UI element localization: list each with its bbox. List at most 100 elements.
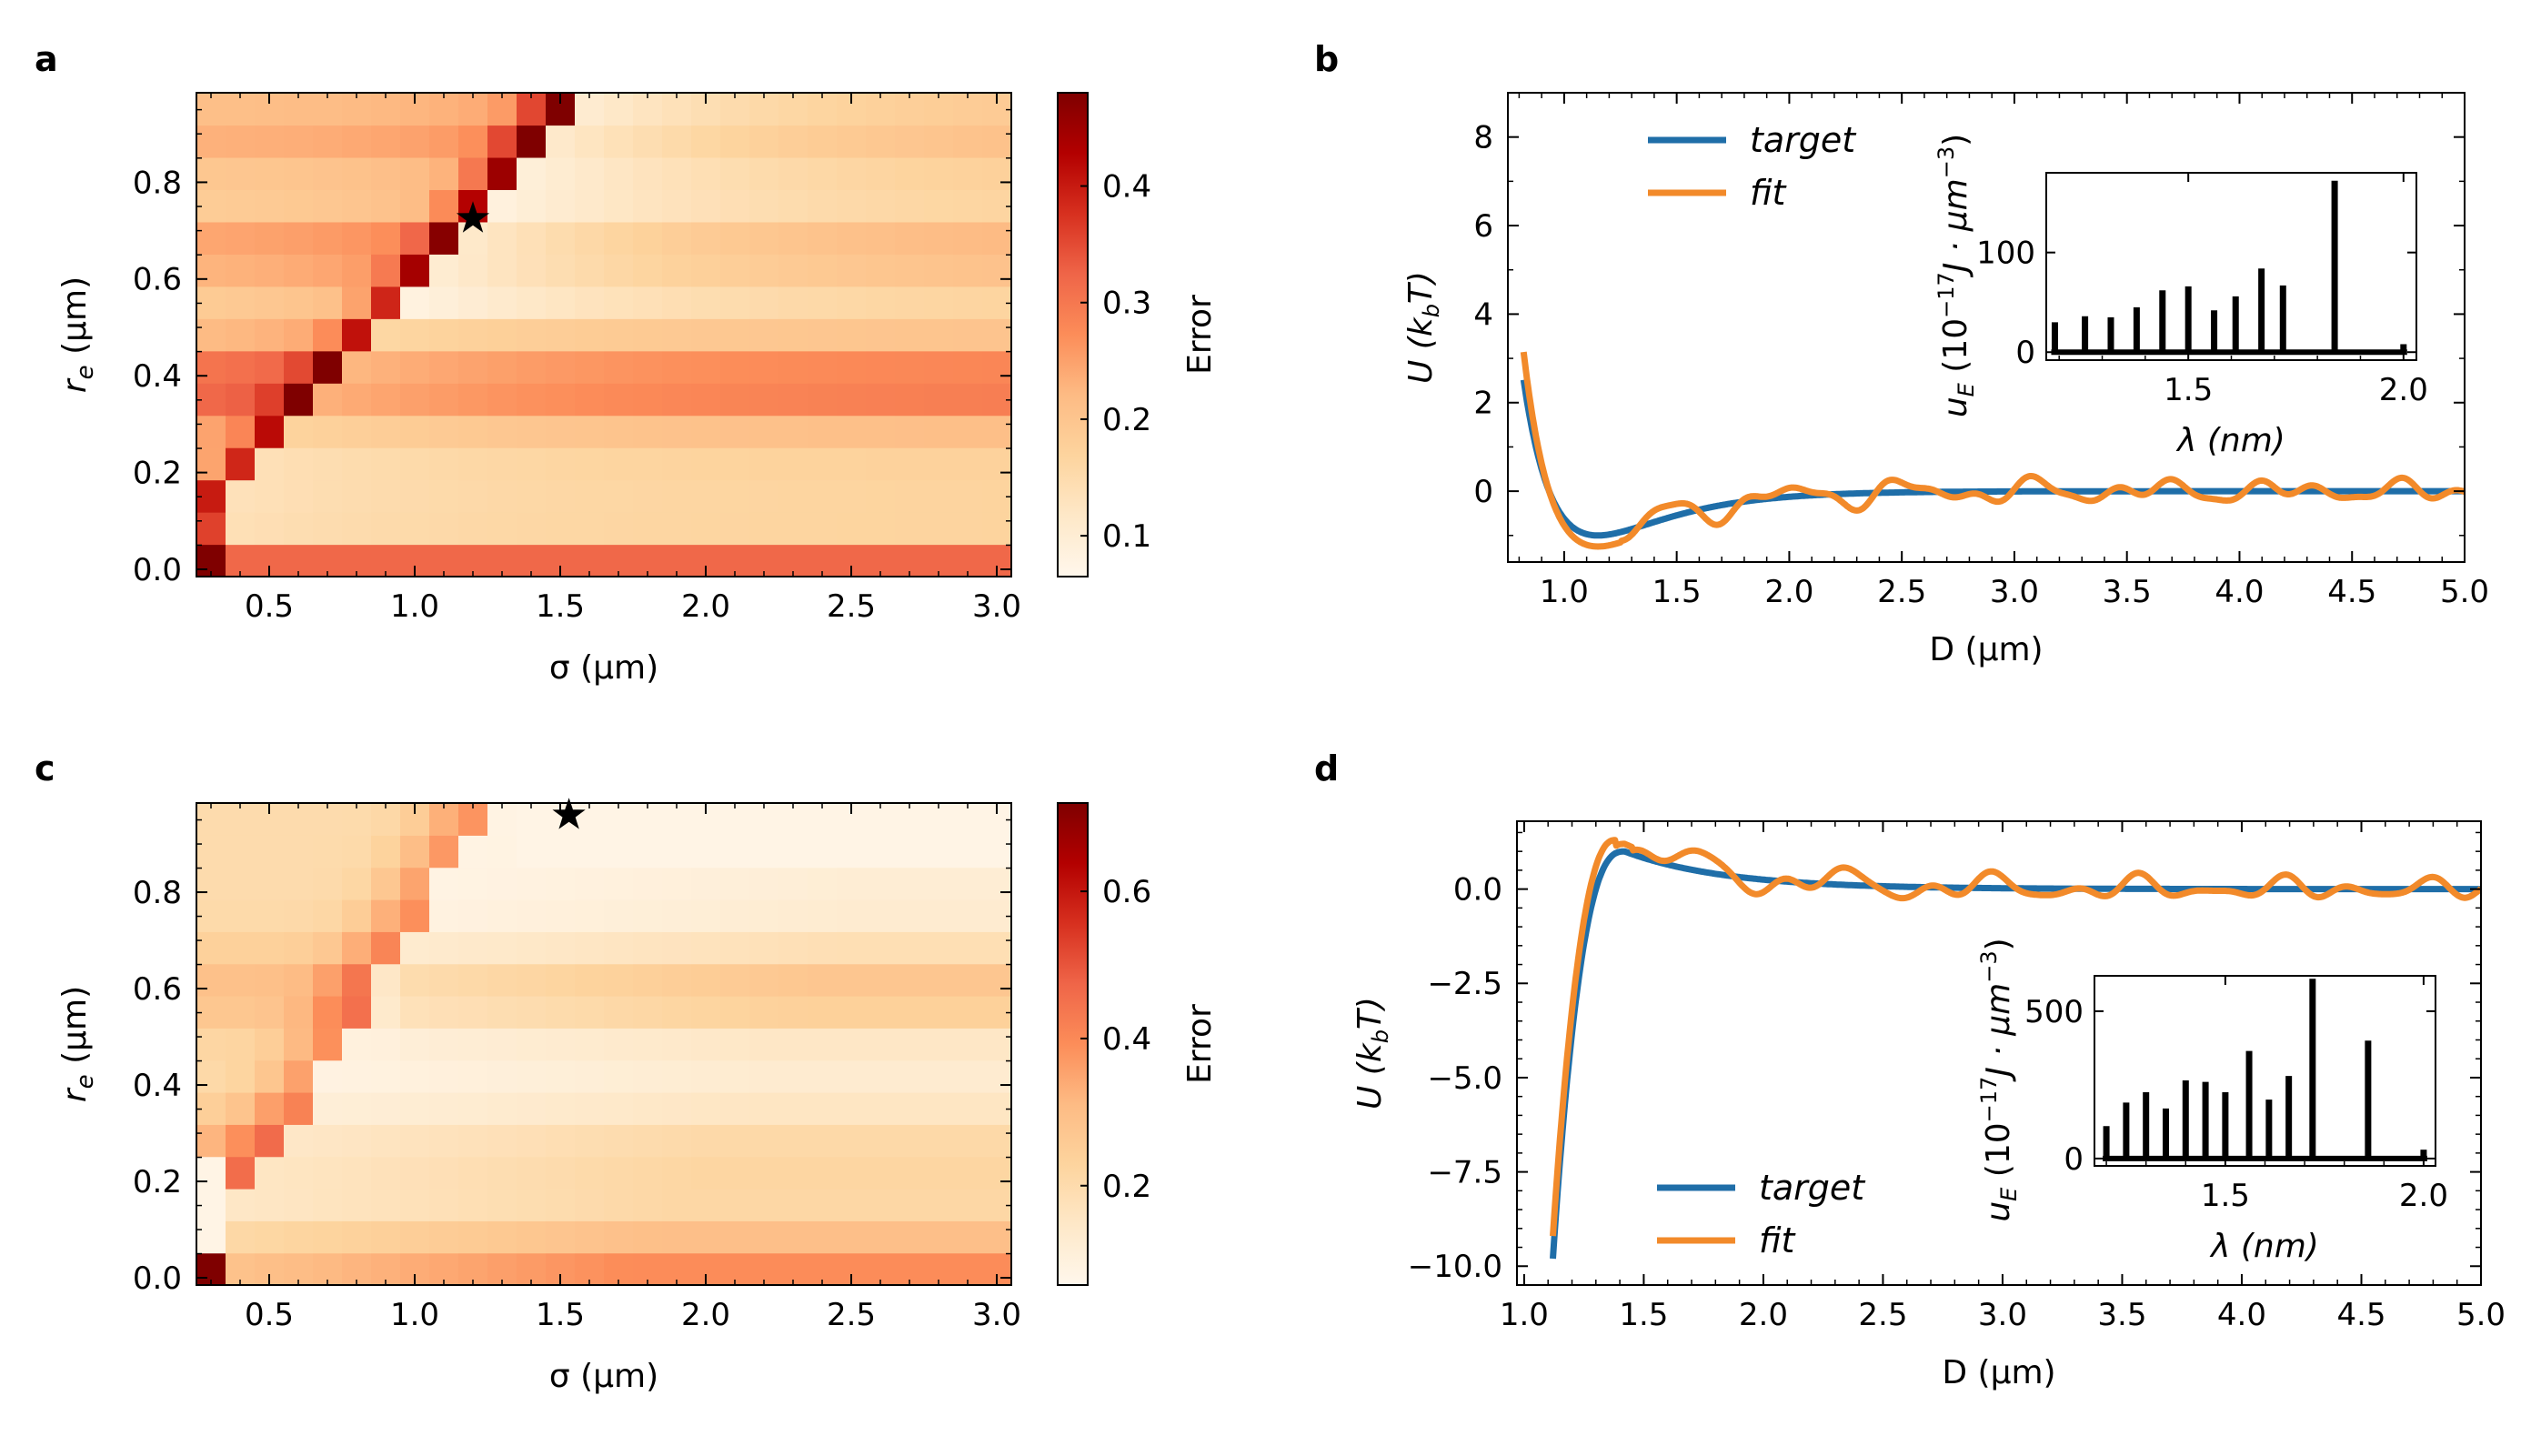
heatmap-cell — [546, 512, 576, 546]
heatmap-cell — [866, 93, 896, 126]
heatmap-cell — [924, 254, 954, 287]
heatmap-cell — [749, 1092, 779, 1125]
heatmap-cell — [866, 512, 896, 546]
x-tick-label: 1.0 — [1540, 574, 1589, 610]
heatmap-cell — [778, 415, 808, 448]
heatmap-cell — [575, 1189, 605, 1221]
heatmap-cell — [517, 189, 547, 223]
heatmap-cell — [226, 189, 256, 223]
x-axis-label: σ (μm) — [549, 1358, 658, 1395]
heatmap-cell — [691, 383, 721, 417]
x-tick-label: 1.5 — [1652, 574, 1702, 610]
heatmap-cell — [284, 447, 314, 481]
heatmap-cell — [720, 931, 750, 965]
inset-y-label-close: ) — [1937, 134, 1974, 146]
heatmap-cell — [575, 415, 605, 448]
heatmap-cell — [778, 1220, 808, 1254]
y-tick-label: 0.0 — [133, 1260, 182, 1297]
heatmap-cell — [924, 350, 954, 384]
heatmap-cell — [837, 996, 867, 1029]
heatmap-cell — [284, 1220, 314, 1254]
heatmap-cell — [837, 1156, 867, 1190]
heatmap-cell — [866, 835, 896, 869]
heatmap-cell — [196, 867, 226, 900]
heatmap-cell — [808, 1124, 838, 1158]
heatmap-cell — [749, 189, 779, 223]
heatmap-cell — [429, 835, 459, 869]
colorbar-tick-label: 0.4 — [1102, 169, 1151, 206]
heatmap-cell — [924, 1059, 954, 1093]
heatmap-cell — [429, 221, 459, 255]
heatmap-cell — [429, 479, 459, 513]
heatmap-cell — [633, 93, 663, 126]
heatmap-cell — [895, 1220, 925, 1254]
heatmap-cell — [517, 835, 547, 869]
heatmap-cell — [546, 931, 576, 965]
heatmap-cell — [924, 479, 954, 513]
heatmap-cell — [837, 189, 867, 223]
heatmap-cell — [517, 350, 547, 384]
y-tick-label: 0.6 — [133, 262, 182, 298]
heatmap-cell — [546, 447, 576, 481]
y-axis-label-main: U (k — [1351, 1041, 1389, 1110]
heatmap-cell — [575, 963, 605, 997]
heatmap-cell — [517, 447, 547, 481]
heatmap-cell — [429, 93, 459, 126]
heatmap-cell — [196, 1156, 226, 1190]
heatmap-cell — [575, 318, 605, 352]
heatmap-cell — [196, 835, 226, 869]
heatmap-cell — [196, 512, 226, 546]
heatmap-cell — [837, 1059, 867, 1093]
heatmap-cell — [517, 1220, 547, 1254]
heatmap-cell — [342, 1124, 372, 1158]
heatmap-cell — [604, 512, 634, 546]
heatmap-cell — [808, 835, 838, 869]
heatmap-cell — [575, 350, 605, 384]
heatmap-cell — [255, 189, 285, 223]
plot-frame — [1516, 820, 2482, 1286]
heatmap-cell — [778, 835, 808, 869]
heatmap-cell — [487, 221, 517, 255]
heatmap-cell — [953, 1220, 983, 1254]
heatmap-cell — [720, 479, 750, 513]
heatmap-cell — [662, 189, 692, 223]
heatmap-cell — [662, 125, 692, 158]
heatmap-cell — [953, 1156, 983, 1190]
heatmap-cell — [808, 93, 838, 126]
line-panel-b: 1.0 1.5 2.0 2.5 3.0 3.5 4.0 4.5 5.0 0 2 4 6 8 target fi… — [1402, 92, 2489, 668]
heatmap-cell — [633, 931, 663, 965]
heatmap-cell — [982, 318, 1012, 352]
inset-y-tick-label: 0 — [2015, 335, 2035, 371]
heatmap-cell — [749, 479, 779, 513]
heatmap-cell — [284, 383, 314, 417]
y-tick-label: 0.6 — [133, 971, 182, 1008]
heatmap-cell — [313, 156, 343, 190]
heatmap-cell — [458, 93, 488, 126]
series-line-fit — [1550, 837, 2481, 1237]
heatmap-cell — [284, 415, 314, 448]
heatmap-cell — [546, 383, 576, 417]
heatmap-cell — [575, 93, 605, 126]
heatmap-cell — [808, 1189, 838, 1221]
y-tick-label: 4 — [1473, 296, 1493, 333]
heatmap-cell — [604, 156, 634, 190]
heatmap-cell — [546, 867, 576, 900]
heatmap-cell — [342, 189, 372, 223]
heatmap-cell — [487, 1189, 517, 1221]
heatmap-cell — [429, 1220, 459, 1254]
heatmap-cell — [196, 350, 226, 384]
heatmap-cell — [517, 963, 547, 997]
heatmap-cell — [837, 1220, 867, 1254]
heatmap-cell — [633, 383, 663, 417]
heatmap-cell — [662, 1156, 692, 1190]
heatmap-cell — [255, 963, 285, 997]
heatmap-cell — [953, 125, 983, 158]
y-tick-label: 0.8 — [133, 875, 182, 911]
heatmap-cell — [284, 1059, 314, 1093]
heatmap-cell — [953, 899, 983, 932]
heatmap-cell — [313, 254, 343, 287]
heatmap-cell — [866, 415, 896, 448]
heatmap-cell — [866, 286, 896, 319]
heatmap-cell — [342, 447, 372, 481]
